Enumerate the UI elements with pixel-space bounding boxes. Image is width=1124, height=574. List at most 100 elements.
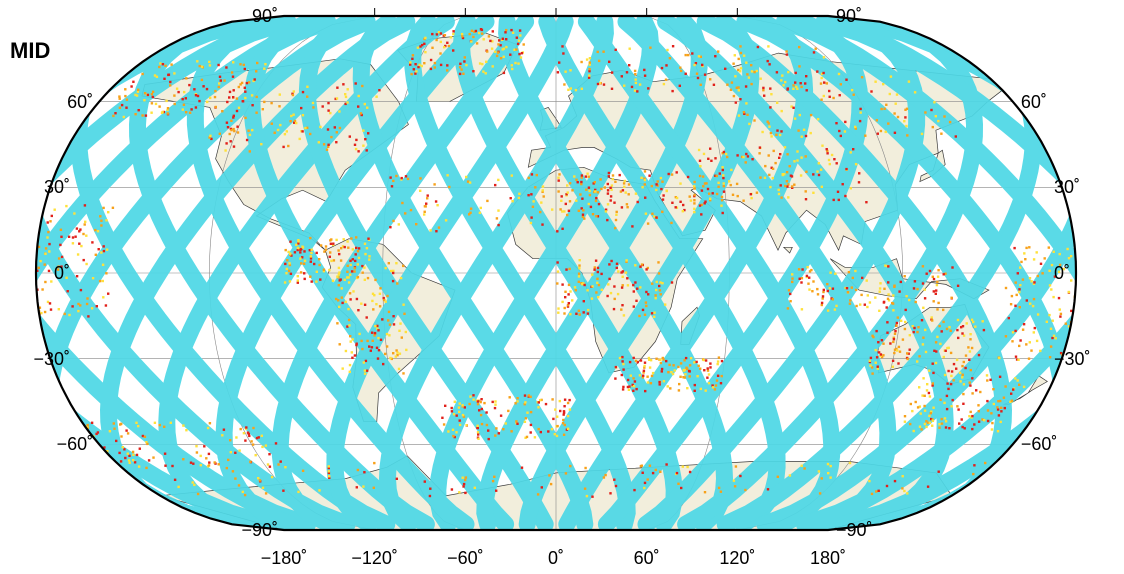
speckle xyxy=(999,399,1002,403)
speckle xyxy=(355,486,358,489)
speckle xyxy=(908,348,911,351)
speckle xyxy=(349,273,352,276)
speckle xyxy=(319,278,322,281)
speckle xyxy=(353,270,356,273)
speckle xyxy=(563,405,566,408)
speckle xyxy=(226,126,230,129)
speckle xyxy=(1049,327,1053,330)
speckle xyxy=(936,308,939,311)
speckle xyxy=(961,364,964,368)
speckle xyxy=(642,374,645,377)
speckle xyxy=(365,247,369,250)
speckle xyxy=(796,150,799,153)
speckle xyxy=(173,102,176,106)
speckle xyxy=(695,360,698,364)
speckle xyxy=(403,312,406,315)
speckle xyxy=(822,288,825,292)
speckle xyxy=(620,308,623,311)
speckle xyxy=(711,386,715,389)
speckle xyxy=(169,80,172,84)
speckle xyxy=(193,88,196,91)
speckle xyxy=(924,328,927,332)
speckle xyxy=(1010,399,1014,402)
speckle xyxy=(401,201,404,205)
speckle xyxy=(389,226,392,229)
speckle xyxy=(404,212,407,215)
speckle xyxy=(241,100,245,103)
speckle xyxy=(905,295,908,298)
speckle xyxy=(678,84,681,87)
speckle xyxy=(243,67,246,71)
speckle xyxy=(597,296,600,299)
speckle xyxy=(1014,304,1017,307)
speckle xyxy=(302,262,306,265)
speckle xyxy=(351,258,354,261)
speckle xyxy=(905,107,909,110)
speckle xyxy=(667,172,670,176)
speckle xyxy=(1004,385,1007,388)
speckle xyxy=(356,275,360,279)
speckle xyxy=(892,338,896,341)
speckle xyxy=(38,306,42,309)
speckle xyxy=(588,57,592,60)
speckle xyxy=(728,180,731,183)
speckle xyxy=(787,196,790,199)
speckle xyxy=(561,300,564,304)
speckle xyxy=(236,125,239,128)
speckle xyxy=(736,154,739,157)
speckle xyxy=(971,414,974,418)
speckle xyxy=(297,240,300,243)
speckle xyxy=(285,267,288,271)
speckle xyxy=(431,32,434,36)
speckle xyxy=(175,87,179,90)
speckle xyxy=(150,93,154,96)
speckle xyxy=(733,54,736,57)
speckle xyxy=(332,259,336,262)
speckle xyxy=(318,489,321,492)
speckle xyxy=(850,286,853,289)
speckle xyxy=(569,87,572,90)
speckle xyxy=(578,267,581,270)
speckle xyxy=(914,300,917,304)
speckle xyxy=(141,114,144,117)
speckle xyxy=(706,376,709,379)
speckle xyxy=(222,428,226,431)
speckle xyxy=(286,259,289,262)
speckle xyxy=(647,293,650,296)
speckle xyxy=(1000,406,1003,409)
speckle xyxy=(349,335,352,338)
speckle xyxy=(360,302,363,305)
speckle xyxy=(655,280,658,284)
speckle xyxy=(882,301,886,304)
speckle xyxy=(348,292,352,295)
speckle xyxy=(709,199,712,202)
speckle xyxy=(255,95,258,99)
speckle xyxy=(647,356,651,360)
speckle xyxy=(625,71,629,74)
speckle xyxy=(791,273,794,276)
speckle xyxy=(540,398,543,402)
speckle xyxy=(885,103,888,106)
speckle xyxy=(732,62,735,65)
speckle xyxy=(608,60,611,63)
speckle xyxy=(372,486,375,489)
speckle xyxy=(683,359,686,362)
speckle xyxy=(1002,396,1006,399)
speckle xyxy=(469,211,472,214)
speckle xyxy=(541,223,544,226)
speckle xyxy=(782,84,785,87)
speckle xyxy=(542,195,545,198)
speckle xyxy=(563,398,567,401)
speckle xyxy=(587,76,591,79)
speckle xyxy=(428,494,432,498)
speckle xyxy=(468,402,471,406)
speckle xyxy=(778,156,781,159)
speckle xyxy=(173,478,177,481)
speckle xyxy=(36,218,38,221)
speckle xyxy=(566,305,570,308)
speckle xyxy=(659,176,663,180)
speckle xyxy=(893,348,897,351)
speckle xyxy=(947,369,950,373)
speckle xyxy=(194,106,198,109)
speckle xyxy=(91,241,94,244)
